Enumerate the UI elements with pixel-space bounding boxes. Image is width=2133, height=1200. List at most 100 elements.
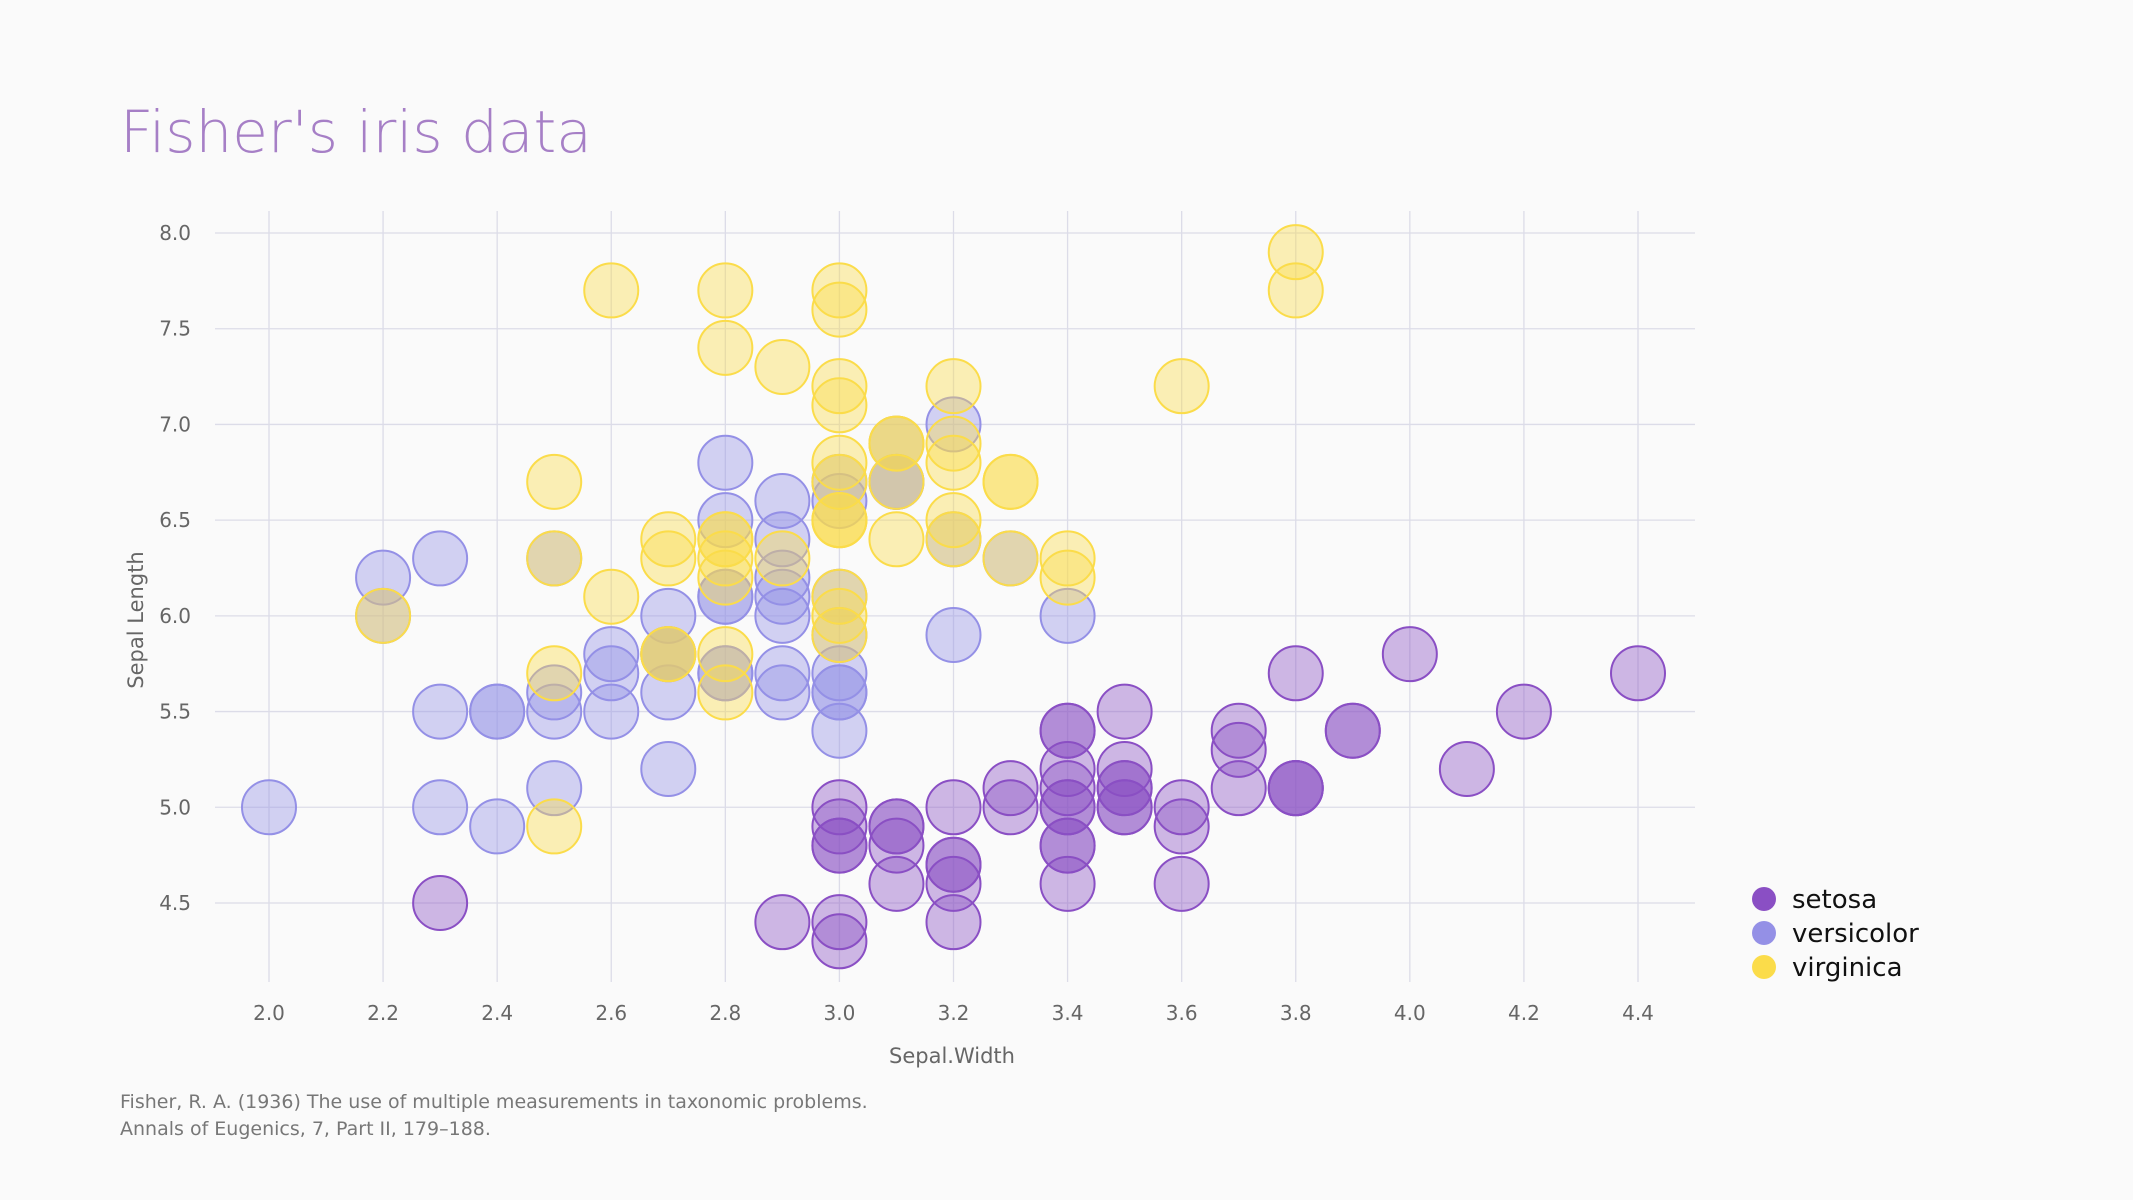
point-setosa bbox=[1096, 760, 1153, 817]
point-virginica bbox=[1267, 262, 1324, 319]
point-setosa bbox=[1153, 798, 1210, 855]
point-versicolor bbox=[754, 473, 811, 529]
point-virginica bbox=[925, 415, 982, 472]
point-virginica bbox=[640, 511, 697, 568]
point-versicolor bbox=[811, 473, 868, 529]
point-setosa bbox=[925, 855, 982, 912]
point-setosa bbox=[1267, 645, 1324, 702]
y-tick-label: 7.0 bbox=[159, 412, 191, 436]
point-versicolor bbox=[640, 741, 697, 797]
point-virginica bbox=[868, 511, 925, 568]
point-versicolor bbox=[583, 683, 640, 740]
x-axis-label: Sepal.Width bbox=[889, 1044, 1015, 1068]
point-virginica bbox=[583, 568, 640, 625]
point-versicolor bbox=[583, 626, 640, 683]
x-tick-label: 4.4 bbox=[1622, 1001, 1654, 1025]
point-versicolor bbox=[697, 568, 754, 625]
point-virginica bbox=[583, 262, 640, 319]
y-tick-label: 6.0 bbox=[159, 604, 191, 628]
chart-title: Fisher's iris data bbox=[120, 98, 592, 166]
point-virginica bbox=[811, 492, 868, 549]
point-virginica bbox=[526, 645, 583, 702]
point-setosa bbox=[982, 760, 1039, 817]
point-setosa bbox=[925, 894, 982, 951]
legend-label-setosa: setosa bbox=[1792, 885, 1877, 915]
point-virginica bbox=[697, 549, 754, 606]
x-tick-label: 3.2 bbox=[938, 1001, 970, 1025]
point-virginica bbox=[811, 568, 868, 625]
x-tick-labels: 2.0 2.2 2.4 2.6 2.8 3.0 3.2 3.4 3.6 3.8 4.0 4.2 4.4 bbox=[253, 1001, 1654, 1025]
point-setosa bbox=[1610, 645, 1666, 702]
point-versicolor bbox=[583, 645, 640, 702]
point-versicolor bbox=[697, 645, 754, 702]
point-virginica bbox=[526, 530, 583, 587]
point-versicolor bbox=[754, 511, 811, 568]
point-versicolor bbox=[754, 568, 811, 625]
x-tick-label: 4.0 bbox=[1394, 1001, 1426, 1025]
point-virginica bbox=[925, 511, 982, 568]
point-virginica bbox=[982, 453, 1039, 510]
x-tick-label: 2.8 bbox=[709, 1001, 741, 1025]
point-versicolor bbox=[640, 664, 697, 721]
y-tick-label: 8.0 bbox=[159, 221, 191, 245]
point-setosa bbox=[1324, 702, 1381, 759]
point-virginica bbox=[811, 587, 868, 644]
x-tick-label: 3.8 bbox=[1280, 1001, 1312, 1025]
point-setosa bbox=[925, 836, 982, 893]
footer-citation-line2: Annals of Eugenics, 7, Part II, 179–188. bbox=[120, 1118, 491, 1140]
point-setosa bbox=[1096, 741, 1153, 797]
point-versicolor bbox=[526, 683, 583, 740]
point-setosa bbox=[1210, 760, 1267, 817]
point-virginica bbox=[811, 453, 868, 510]
point-virginica bbox=[925, 358, 982, 415]
point-setosa bbox=[811, 817, 868, 874]
point-versicolor bbox=[412, 683, 469, 740]
point-setosa bbox=[1039, 855, 1096, 912]
point-virginica bbox=[697, 511, 754, 568]
point-setosa bbox=[1495, 683, 1552, 740]
point-versicolor bbox=[925, 607, 982, 663]
point-setosa bbox=[1267, 760, 1324, 817]
point-setosa bbox=[412, 875, 469, 931]
x-tick-label: 2.6 bbox=[595, 1001, 627, 1025]
point-versicolor bbox=[925, 396, 982, 453]
legend: setosa versicolor virginica bbox=[1752, 885, 1919, 983]
point-versicolor bbox=[412, 779, 469, 836]
point-setosa bbox=[1039, 760, 1096, 817]
point-versicolor bbox=[412, 530, 469, 587]
point-setosa bbox=[811, 894, 868, 951]
y-tick-label: 7.5 bbox=[159, 317, 191, 341]
y-tick-label: 5.5 bbox=[159, 700, 191, 724]
point-virginica bbox=[754, 530, 811, 587]
y-tick-labels: 4.5 5.0 5.5 6.0 6.5 7.0 7.5 8.0 bbox=[159, 221, 191, 915]
point-versicolor bbox=[754, 587, 811, 644]
point-setosa bbox=[1039, 779, 1096, 836]
legend-label-virginica: virginica bbox=[1792, 953, 1903, 983]
point-virginica bbox=[925, 434, 982, 491]
legend-label-versicolor: versicolor bbox=[1792, 919, 1919, 949]
point-virginica bbox=[811, 607, 868, 663]
point-virginica bbox=[925, 492, 982, 549]
point-virginica bbox=[1039, 530, 1096, 587]
point-setosa bbox=[1039, 702, 1096, 759]
legend-marker-virginica bbox=[1752, 955, 1776, 979]
y-tick-label: 4.5 bbox=[159, 891, 191, 915]
y-axis-label: Sepal Length bbox=[124, 551, 148, 688]
point-virginica bbox=[697, 664, 754, 721]
point-versicolor bbox=[241, 779, 297, 836]
point-versicolor bbox=[469, 683, 526, 740]
point-versicolor bbox=[697, 434, 754, 491]
x-tick-label: 4.2 bbox=[1508, 1001, 1540, 1025]
x-tick-label: 2.0 bbox=[253, 1001, 285, 1025]
point-versicolor bbox=[754, 664, 811, 721]
point-setosa bbox=[1381, 626, 1438, 683]
point-versicolor bbox=[469, 798, 526, 855]
point-setosa bbox=[811, 913, 868, 970]
x-tick-label: 3.4 bbox=[1052, 1001, 1084, 1025]
point-virginica bbox=[811, 262, 868, 319]
point-setosa bbox=[1039, 817, 1096, 874]
point-versicolor bbox=[526, 760, 583, 817]
point-virginica bbox=[697, 530, 754, 587]
point-setosa bbox=[925, 779, 982, 836]
point-setosa bbox=[811, 798, 868, 855]
